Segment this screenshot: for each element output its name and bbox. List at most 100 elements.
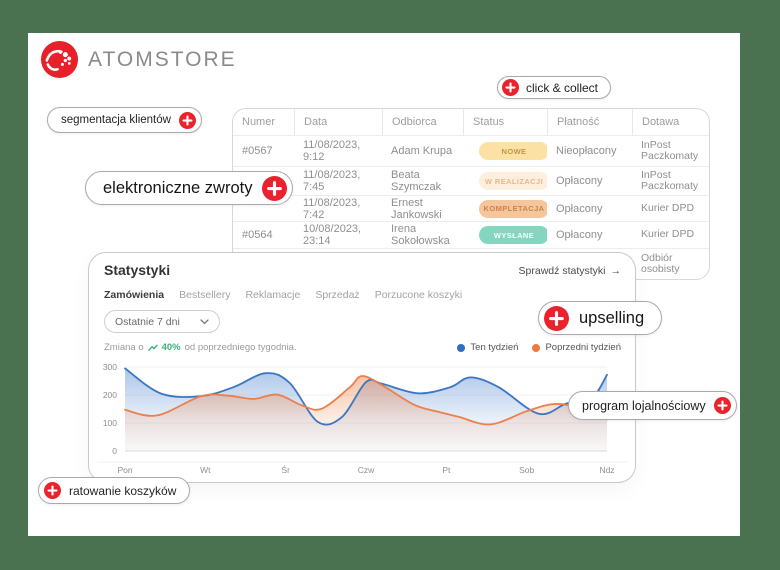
pill-label: click & collect [526, 80, 599, 95]
table-row[interactable]: 11/08/2023, 7:42 Ernest Jankowski KOMPLE… [233, 195, 709, 221]
feature-pill-elektroniczne-zwroty[interactable]: elektroniczne zwroty [85, 171, 294, 205]
cell-numer: #0567 [242, 145, 273, 157]
svg-text:100: 100 [103, 418, 117, 428]
cell-data: 11/08/2023, 9:12 [303, 139, 361, 163]
pill-label: program lojalnościowy [582, 398, 706, 413]
atomstore-logo[interactable]: ATOMSTORE [40, 40, 237, 79]
cell-dostawa: Kurier DPD [641, 229, 695, 241]
legend-item: Poprzedni tydzień [532, 342, 621, 353]
status-badge: NOWE [479, 142, 547, 160]
plus-icon [544, 305, 569, 331]
tab-sprzedaz[interactable]: Sprzedaż [315, 289, 360, 301]
cell-odbiorca: Ernest Jankowski [391, 196, 442, 221]
tab-bestsellery[interactable]: Bestsellery [179, 289, 231, 301]
column-header-odbiorca: Odbiorca [382, 109, 463, 135]
trend-up-icon [147, 344, 158, 351]
cell-platnosc: Opłacony [556, 175, 603, 187]
arrow-right-icon: → [610, 265, 622, 277]
svg-text:Wt: Wt [200, 465, 211, 475]
table-row[interactable]: #0564 10/08/2023, 23:14 Irena Sokołowska… [233, 221, 709, 248]
cell-platnosc: Opłacony [556, 202, 603, 215]
column-header-status: Status [463, 109, 547, 135]
check-statistics-label: Sprawdź statystyki [518, 265, 606, 277]
tab-reklamacje[interactable]: Reklamacje [245, 289, 301, 301]
change-summary: Zmiana o 40% od poprzedniego tygodnia. [104, 342, 297, 353]
table-row[interactable]: Odbiór osobisty [233, 248, 709, 279]
legend-dot-previous-week [532, 343, 541, 352]
logo-text: ATOMSTORE [88, 47, 237, 71]
svg-text:Śr: Śr [281, 464, 290, 475]
svg-text:Czw: Czw [358, 465, 375, 475]
cell-platnosc: Opłacony [556, 229, 603, 241]
cell-status: KOMPLETACJA [463, 199, 547, 218]
change-value: 40% [161, 342, 181, 353]
cell-odbiorca: Irena Sokołowska [391, 223, 450, 247]
status-badge: WYSŁANE [479, 226, 547, 244]
pill-label: segmentacja klientów [61, 114, 171, 126]
plus-icon [262, 175, 288, 201]
feature-pill-ratowanie-koszykow[interactable]: ratowanie koszyków [38, 477, 191, 504]
column-header-dostawa: Dotawa [632, 109, 709, 135]
cell-dostawa: InPost Paczkomaty [641, 139, 699, 162]
cell-platnosc: Nieopłacony [556, 145, 617, 157]
pill-label: upselling [579, 308, 645, 327]
pill-label: elektroniczne zwroty [103, 178, 253, 197]
feature-pill-upselling[interactable]: upselling [538, 301, 663, 335]
plus-icon [502, 79, 519, 96]
column-header-platnosc: Płatność [547, 109, 632, 135]
tab-zamowienia[interactable]: Zamówienia [104, 289, 165, 301]
date-range-select[interactable]: Ostatnie 7 dni [104, 310, 220, 333]
chevron-down-icon [200, 318, 209, 324]
statistics-panel: Statystyki Sprawdź statystyki → Zamówien… [88, 252, 636, 483]
atomstore-logo-icon [40, 40, 79, 79]
svg-text:0: 0 [112, 446, 117, 456]
svg-text:300: 300 [103, 362, 117, 372]
svg-text:Pon: Pon [117, 465, 132, 475]
cell-status: NOWE [463, 142, 547, 160]
cell-odbiorca: Beata Szymczak [391, 169, 442, 193]
svg-text:Pt: Pt [442, 465, 451, 475]
panel-tabs: Zamówienia Bestsellery Reklamacje Sprzed… [104, 289, 462, 301]
check-statistics-link[interactable]: Sprawdź statystyki → [519, 265, 621, 277]
table-row[interactable]: 11/08/2023, 7:45 Beata Szymczak W REALIZ… [233, 166, 709, 195]
plus-icon [713, 397, 731, 414]
legend-item: Ten tydzień [457, 342, 518, 353]
svg-text:Ndz: Ndz [599, 465, 614, 475]
cell-odbiorca: Adam Krupa [391, 145, 453, 157]
cell-dostawa: Kurier DPD [641, 202, 695, 214]
cell-data: 11/08/2023, 7:42 [303, 196, 361, 221]
dashboard-canvas: ATOMSTORE click & collect segmentacja kl… [28, 33, 740, 536]
status-badge: KOMPLETACJA [479, 199, 547, 218]
cell-data: 11/08/2023, 7:45 [303, 169, 361, 193]
legend-label: Poprzedni tydzień [545, 342, 621, 353]
column-header-numer: Numer [242, 116, 276, 128]
svg-text:200: 200 [103, 390, 117, 400]
table-header-row: Numer Data Odbiorca Status Płatność Dota… [233, 109, 709, 135]
plus-icon [178, 111, 196, 129]
cell-dostawa: Odbiór osobisty [641, 252, 680, 275]
change-suffix: od poprzedniego tygodnia. [184, 342, 297, 353]
cell-status: W REALIZACJI [463, 172, 547, 190]
tab-porzucone-koszyki[interactable]: Porzucone koszyki [374, 289, 463, 301]
cell-dostawa: InPost Paczkomaty [641, 169, 699, 192]
column-header-data: Data [294, 109, 382, 135]
feature-pill-segmentacja-klientow[interactable]: segmentacja klientów [47, 107, 202, 133]
feature-pill-program-lojalnosciowy[interactable]: program lojalnościowy [568, 391, 737, 420]
cell-status: WYSŁANE [463, 226, 547, 244]
status-badge: W REALIZACJI [479, 172, 547, 190]
cell-numer: #0564 [242, 229, 273, 241]
pill-label: ratowanie koszyków [69, 483, 177, 498]
orders-table: Numer Data Odbiorca Status Płatność Dota… [232, 108, 710, 280]
cell-data: 10/08/2023, 23:14 [303, 223, 362, 247]
orders-area-chart: 0 100 200 300 Pon Wt Śr Czw Pt Sob Ndz [95, 359, 631, 481]
panel-title: Statystyki [104, 262, 171, 278]
change-prefix: Zmiana o [104, 342, 144, 353]
legend-label: Ten tydzień [470, 342, 519, 353]
plus-icon [44, 482, 61, 499]
table-row[interactable]: #0567 11/08/2023, 9:12 Adam Krupa NOWE N… [233, 135, 709, 166]
feature-pill-click-and-collect[interactable]: click & collect [497, 76, 612, 99]
legend-dot-this-week [457, 343, 466, 352]
chart-legend: Ten tydzień Poprzedni tydzień [457, 342, 621, 353]
date-range-value: Ostatnie 7 dni [115, 315, 180, 328]
